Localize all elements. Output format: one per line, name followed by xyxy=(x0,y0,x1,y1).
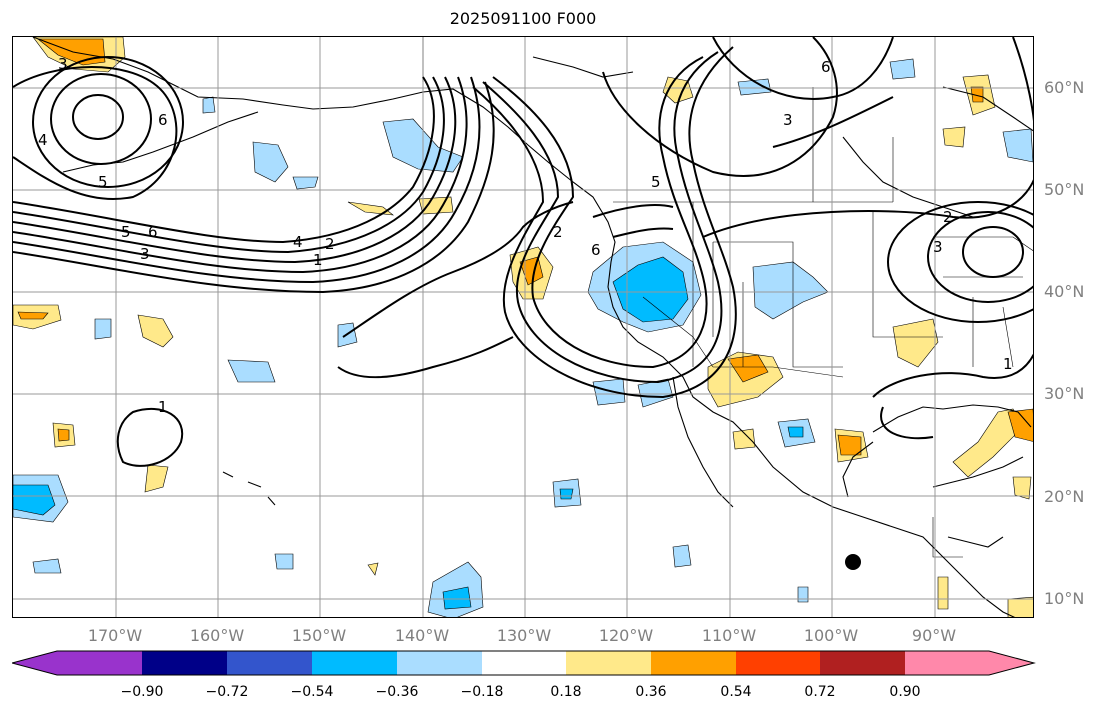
contour-label: 6 xyxy=(158,111,168,129)
colorbar-segment xyxy=(142,651,227,675)
colorbar-tick: 0.54 xyxy=(720,684,752,700)
contour-label: 6 xyxy=(591,241,601,259)
contour-label: 5 xyxy=(651,173,661,191)
colorbar-segment xyxy=(12,651,142,675)
coastlines xyxy=(32,37,1033,617)
colorbar-tick: 0.72 xyxy=(804,684,836,700)
colorbar-tick: −0.18 xyxy=(460,684,504,700)
contour-label: 6 xyxy=(148,223,158,241)
map-panel: 3 4 5 6 5 6 3 4 2 1 2 6 5 3 6 3 2 1 1 xyxy=(12,36,1034,618)
contour-label: 5 xyxy=(121,223,131,241)
colorbar-tick: 0.90 xyxy=(889,684,921,700)
colorbar-tick: −0.36 xyxy=(375,684,419,700)
colorbar-segment xyxy=(820,651,905,675)
colorbar-segment xyxy=(312,651,397,675)
lat-label: 30°N xyxy=(1044,384,1085,403)
lon-label: 110°W xyxy=(701,626,757,645)
colorbar-segment xyxy=(397,651,482,675)
contour-labels: 3 4 5 6 5 6 3 4 2 1 2 6 5 3 6 3 2 1 1 xyxy=(38,55,1013,416)
colorbar-tick: 0.18 xyxy=(550,684,582,700)
lon-label: 170°W xyxy=(87,626,143,645)
colorbar-tick: −0.90 xyxy=(120,684,164,700)
map-svg: 3 4 5 6 5 6 3 4 2 1 2 6 5 3 6 3 2 1 1 xyxy=(13,37,1033,617)
lon-label: 90°W xyxy=(911,626,957,645)
contour-label: 3 xyxy=(58,55,68,73)
colorbar-tick: −0.54 xyxy=(290,684,334,700)
colorbar-tick: 0.36 xyxy=(635,684,667,700)
contour-label: 1 xyxy=(158,398,168,416)
colorbar-tick: −0.72 xyxy=(205,684,249,700)
contour-label: 5 xyxy=(98,173,108,191)
lon-label: 140°W xyxy=(394,626,450,645)
contour-label: 6 xyxy=(821,58,831,76)
graticule xyxy=(13,37,1033,617)
storm-marker xyxy=(845,554,861,570)
height-contours xyxy=(13,37,1033,467)
map-title: 2025091100 F000 xyxy=(449,9,597,28)
contour-label: 2 xyxy=(325,235,335,253)
contour-label: 4 xyxy=(38,131,48,149)
colorbar-segment xyxy=(566,651,651,675)
lat-label: 50°N xyxy=(1044,180,1085,199)
colorbar-segment xyxy=(227,651,312,675)
contour-label: 3 xyxy=(933,238,943,256)
lon-label: 160°W xyxy=(189,626,245,645)
colorbar-segment xyxy=(736,651,820,675)
lat-label: 40°N xyxy=(1044,282,1085,301)
lat-label: 60°N xyxy=(1044,78,1085,97)
contour-label: 2 xyxy=(553,223,563,241)
lon-label: 120°W xyxy=(598,626,654,645)
contour-label: 2 xyxy=(943,208,953,226)
contour-label: 3 xyxy=(140,245,150,263)
lon-label: 100°W xyxy=(803,626,859,645)
colorbar-segment xyxy=(905,651,1034,675)
lat-label: 20°N xyxy=(1044,487,1085,506)
lon-label: 150°W xyxy=(291,626,347,645)
colorbar-segment xyxy=(482,651,566,675)
lon-label: 130°W xyxy=(496,626,552,645)
shaded-anomalies xyxy=(13,37,1033,617)
colorbar-segment xyxy=(651,651,736,675)
lat-label: 10°N xyxy=(1044,589,1085,608)
contour-label: 4 xyxy=(293,233,303,251)
colorbar xyxy=(12,650,1036,676)
contour-label: 1 xyxy=(1003,355,1013,373)
contour-label: 3 xyxy=(783,111,793,129)
contour-label: 1 xyxy=(313,251,323,269)
